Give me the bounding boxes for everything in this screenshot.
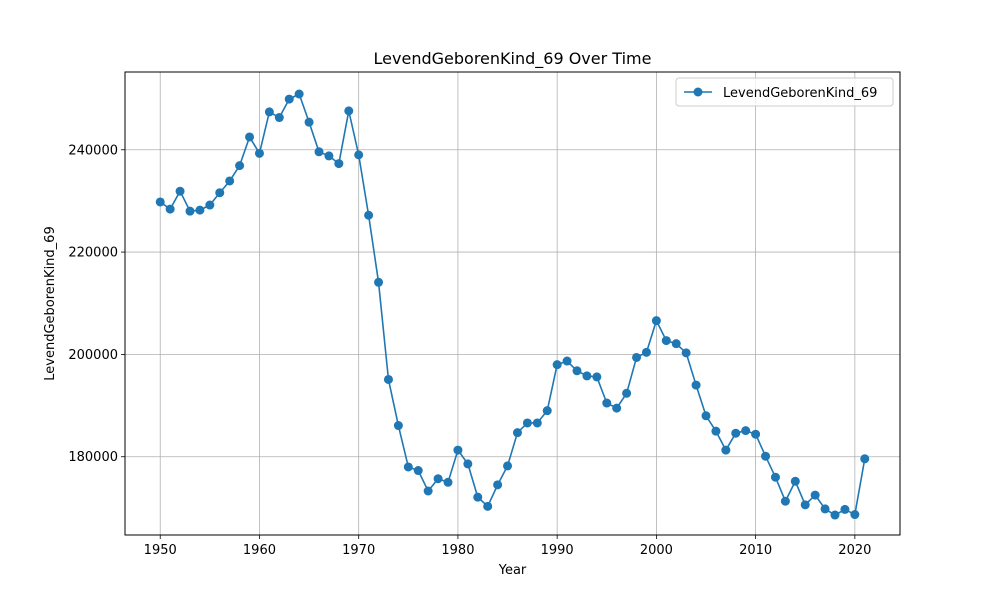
data-point: [304, 117, 314, 127]
data-point: [155, 197, 165, 207]
data-point: [324, 151, 334, 161]
data-point: [215, 188, 225, 198]
x-tick-label: 1980: [441, 543, 474, 558]
data-point: [681, 348, 691, 358]
y-tick-label: 180000: [68, 450, 118, 465]
data-point: [850, 510, 860, 520]
data-point: [552, 360, 562, 370]
data-point: [651, 316, 661, 326]
data-point: [671, 339, 681, 349]
data-point: [245, 132, 255, 142]
legend: LevendGeborenKind_69: [675, 77, 894, 107]
data-point: [542, 406, 552, 416]
data-point: [274, 113, 284, 123]
x-tick-label: 2020: [838, 543, 871, 558]
y-axis-label: LevendGeborenKind_69: [43, 226, 58, 380]
data-point: [473, 492, 483, 502]
data-point: [562, 356, 572, 366]
data-point: [641, 347, 651, 357]
chart-title: LevendGeborenKind_69 Over Time: [374, 49, 652, 69]
y-tick-label: 220000: [68, 246, 118, 261]
data-point: [483, 501, 493, 511]
data-point: [503, 461, 513, 471]
data-point: [364, 210, 374, 220]
data-point: [264, 107, 274, 117]
data-point: [235, 161, 245, 171]
data-point: [175, 186, 185, 196]
data-point: [661, 336, 671, 346]
data-point: [820, 504, 830, 514]
data-point: [741, 426, 751, 436]
data-point: [294, 89, 304, 99]
data-point: [284, 94, 294, 104]
data-point: [463, 459, 473, 469]
data-point: [423, 486, 433, 496]
data-point: [810, 490, 820, 500]
x-tick-label: 1970: [342, 543, 375, 558]
data-point: [334, 159, 344, 169]
data-point: [532, 418, 542, 428]
data-point: [800, 500, 810, 510]
data-point: [522, 418, 532, 428]
data-point: [780, 496, 790, 506]
data-point: [711, 426, 721, 436]
x-tick-label: 1960: [243, 543, 276, 558]
data-point: [701, 411, 711, 421]
y-axis-ticks: 180000 200000 220000 240000: [68, 143, 125, 465]
data-point: [185, 206, 195, 216]
data-point: [354, 150, 364, 160]
data-point: [393, 421, 403, 431]
data-point: [622, 388, 632, 398]
data-point: [225, 176, 235, 186]
y-tick-label: 200000: [68, 348, 118, 363]
legend-entry-label: LevendGeborenKind_69: [723, 86, 877, 101]
data-point: [761, 451, 771, 461]
data-point: [770, 472, 780, 482]
data-point: [582, 371, 592, 381]
plot-area-frame: [124, 71, 901, 536]
data-point: [374, 277, 384, 287]
data-point: [433, 474, 443, 484]
series-group: [155, 89, 870, 520]
data-point: [195, 205, 205, 215]
data-point: [592, 372, 602, 382]
data-point: [751, 429, 761, 439]
x-tick-label: 2000: [640, 543, 673, 558]
data-point: [632, 352, 642, 362]
x-tick-label: 1950: [144, 543, 177, 558]
data-point: [721, 445, 731, 455]
data-point: [413, 466, 423, 476]
data-point: [790, 476, 800, 486]
x-axis-ticks: 1950 1960 1970 1980 1990 2000 2010 2020: [144, 535, 871, 558]
data-point: [443, 477, 453, 487]
data-point: [205, 200, 215, 210]
y-tick-label: 240000: [68, 143, 118, 158]
data-point: [691, 380, 701, 390]
data-point: [344, 106, 354, 116]
data-point: [165, 204, 175, 214]
data-point: [512, 428, 522, 438]
legend-box: [675, 77, 894, 107]
data-point: [602, 398, 612, 408]
data-point: [403, 462, 413, 472]
data-point: [572, 366, 582, 376]
data-point: [830, 510, 840, 520]
data-point: [254, 148, 264, 158]
data-point: [383, 374, 393, 384]
data-point: [314, 147, 324, 157]
data-point: [453, 445, 463, 455]
x-tick-label: 1990: [541, 543, 574, 558]
x-axis-label: Year: [498, 563, 527, 578]
data-point: [860, 454, 870, 464]
legend-marker-swatch: [693, 87, 703, 97]
grid-lines: [125, 72, 900, 535]
data-point: [840, 504, 850, 514]
x-tick-label: 2010: [739, 543, 772, 558]
data-point: [731, 428, 741, 438]
data-point: [493, 480, 503, 490]
data-point: [612, 403, 622, 413]
